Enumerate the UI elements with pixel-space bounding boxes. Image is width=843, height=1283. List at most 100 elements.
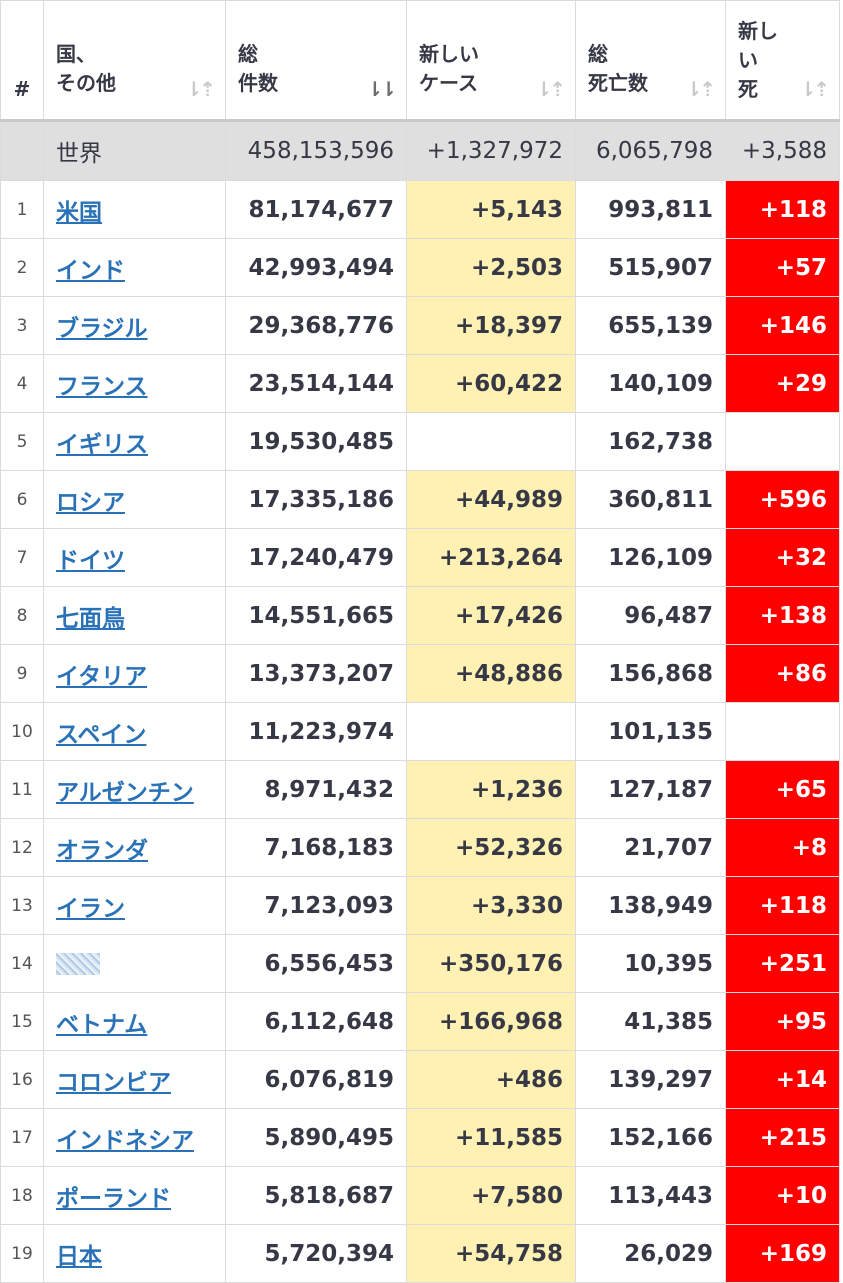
- country-link[interactable]: フランス: [56, 373, 148, 400]
- table-row: 3 ブラジル 29,368,776 +18,397 655,139 +146: [0, 296, 840, 355]
- row-total-deaths: 41,385: [575, 992, 726, 1051]
- row-country: インド: [43, 238, 226, 297]
- row-new-deaths: +146: [725, 296, 840, 355]
- header-new-cases[interactable]: 新しい ケース ⇂⇡: [406, 0, 576, 122]
- sort-icon[interactable]: ⇂⇡: [185, 77, 215, 101]
- row-total-deaths: 113,443: [575, 1166, 726, 1225]
- row-total-cases: 23,514,144: [225, 354, 407, 413]
- country-link[interactable]: イラン: [56, 895, 125, 922]
- country-link[interactable]: インドネシア: [56, 1127, 194, 1154]
- table-row: 5 イギリス 19,530,485 162,738: [0, 412, 840, 471]
- row-new-deaths: +32: [725, 528, 840, 587]
- world-total-cases: 458,153,596: [225, 120, 407, 181]
- row-rank: 8: [0, 586, 44, 645]
- row-total-cases: 6,556,453: [225, 934, 407, 993]
- country-link[interactable]: ドイツ: [56, 547, 125, 574]
- row-total-cases: 5,818,687: [225, 1166, 407, 1225]
- row-rank: 1: [0, 180, 44, 239]
- table-row: 19 日本 5,720,394 +54,758 26,029 +169: [0, 1224, 840, 1283]
- world-new-cases: +1,327,972: [406, 120, 576, 181]
- country-link[interactable]: コロンビア: [56, 1069, 171, 1096]
- row-rank: 14: [0, 934, 44, 993]
- header-total-deaths[interactable]: 総 死亡数 ⇂⇡: [575, 0, 726, 122]
- row-rank: 18: [0, 1166, 44, 1225]
- row-total-cases: 29,368,776: [225, 296, 407, 355]
- row-rank: 4: [0, 354, 44, 413]
- country-link[interactable]: ベトナム: [56, 1011, 148, 1038]
- row-new-cases: +350,176: [406, 934, 576, 993]
- table-row: 13 イラン 7,123,093 +3,330 138,949 +118: [0, 876, 840, 935]
- sort-icon[interactable]: ⇂⇡: [535, 77, 565, 101]
- blurred-country-link[interactable]: [56, 953, 100, 975]
- header-new-deaths-label-3: 死: [738, 76, 758, 101]
- country-link[interactable]: 七面鳥: [56, 605, 125, 632]
- row-total-cases: 6,112,648: [225, 992, 407, 1051]
- row-total-deaths: 101,135: [575, 702, 726, 761]
- country-link[interactable]: ブラジル: [56, 315, 148, 342]
- row-new-cases: +1,236: [406, 760, 576, 819]
- header-deaths-label-1: 総: [588, 42, 608, 66]
- header-rank[interactable]: #: [0, 0, 44, 122]
- table-row: 17 インドネシア 5,890,495 +11,585 152,166 +215: [0, 1108, 840, 1167]
- row-rank: 19: [0, 1224, 44, 1283]
- world-new-deaths: +3,588: [725, 120, 840, 181]
- row-new-cases: +60,422: [406, 354, 576, 413]
- country-link[interactable]: ロシア: [56, 489, 125, 516]
- row-total-deaths: 140,109: [575, 354, 726, 413]
- country-link[interactable]: ポーランド: [56, 1185, 171, 1212]
- world-total-deaths: 6,065,798: [575, 120, 726, 181]
- row-new-cases: +44,989: [406, 470, 576, 529]
- row-total-cases: 42,993,494: [225, 238, 407, 297]
- row-total-deaths: 21,707: [575, 818, 726, 877]
- row-rank: 13: [0, 876, 44, 935]
- row-new-deaths: [725, 702, 840, 761]
- row-new-cases: +54,758: [406, 1224, 576, 1283]
- table-row: 12 オランダ 7,168,183 +52,326 21,707 +8: [0, 818, 840, 877]
- country-link[interactable]: イタリア: [56, 663, 148, 690]
- row-total-cases: 8,971,432: [225, 760, 407, 819]
- row-country: ポーランド: [43, 1166, 226, 1225]
- row-rank: 3: [0, 296, 44, 355]
- row-new-deaths: +86: [725, 644, 840, 703]
- table-row: 8 七面鳥 14,551,665 +17,426 96,487 +138: [0, 586, 840, 645]
- header-total-label-1: 総: [238, 42, 258, 66]
- row-new-cases: +166,968: [406, 992, 576, 1051]
- sort-icon[interactable]: ⇂⇡: [799, 77, 829, 101]
- row-new-deaths: +215: [725, 1108, 840, 1167]
- row-country: 七面鳥: [43, 586, 226, 645]
- row-total-deaths: 10,395: [575, 934, 726, 993]
- row-new-deaths: +118: [725, 876, 840, 935]
- row-rank: 7: [0, 528, 44, 587]
- header-total-cases[interactable]: 総 件数 ⇂⇂: [225, 0, 407, 122]
- row-total-cases: 17,240,479: [225, 528, 407, 587]
- country-link[interactable]: 日本: [56, 1243, 102, 1270]
- row-country: [43, 934, 226, 993]
- row-new-deaths: +14: [725, 1050, 840, 1109]
- table-row: 18 ポーランド 5,818,687 +7,580 113,443 +10: [0, 1166, 840, 1225]
- header-new-deaths-label-1: 新し: [738, 18, 778, 43]
- table-row: 11 アルゼンチン 8,971,432 +1,236 127,187 +65: [0, 760, 840, 819]
- row-total-deaths: 138,949: [575, 876, 726, 935]
- sort-icon[interactable]: ⇂⇡: [685, 77, 715, 101]
- country-link[interactable]: アルゼンチン: [56, 779, 194, 806]
- row-total-cases: 5,890,495: [225, 1108, 407, 1167]
- row-total-deaths: 156,868: [575, 644, 726, 703]
- row-total-cases: 17,335,186: [225, 470, 407, 529]
- sort-active-icon[interactable]: ⇂⇂: [366, 77, 396, 101]
- row-new-deaths: [725, 412, 840, 471]
- table-row: 7 ドイツ 17,240,479 +213,264 126,109 +32: [0, 528, 840, 587]
- country-link[interactable]: インド: [56, 257, 125, 284]
- row-country: コロンビア: [43, 1050, 226, 1109]
- country-link[interactable]: イギリス: [56, 431, 148, 458]
- row-new-cases: +48,886: [406, 644, 576, 703]
- header-country[interactable]: 国、 その他 ⇂⇡: [43, 0, 226, 122]
- row-new-cases: [406, 702, 576, 761]
- country-link[interactable]: オランダ: [56, 837, 148, 864]
- row-new-deaths: +57: [725, 238, 840, 297]
- country-link[interactable]: 米国: [56, 199, 102, 226]
- country-link[interactable]: スペイン: [56, 721, 147, 748]
- header-new-deaths[interactable]: 新し い 死 ⇂⇡: [725, 0, 840, 122]
- header-new-deaths-label-2: い: [738, 47, 758, 72]
- table-row: 15 ベトナム 6,112,648 +166,968 41,385 +95: [0, 992, 840, 1051]
